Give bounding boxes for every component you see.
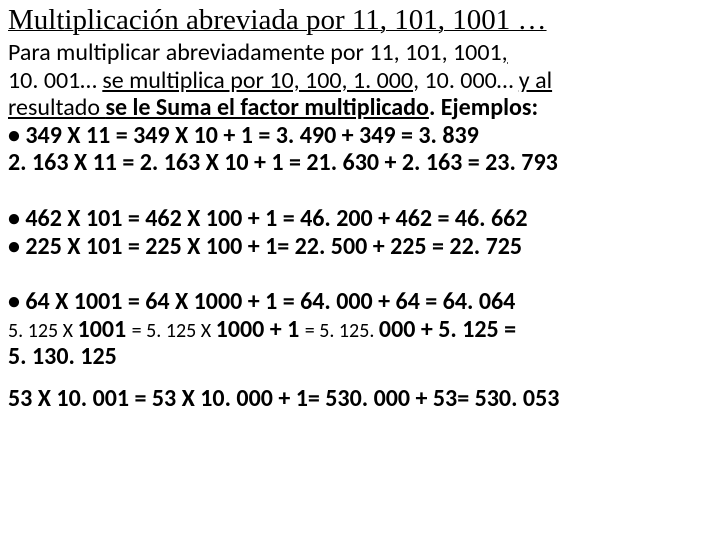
intro-line3c: . Ejemplos: [429,93,538,122]
intro-line2d: y al [519,66,552,95]
intro-line1b: , [502,38,508,67]
example-b: 2. 163 X 11 = 2. 163 X 10 + 1 = 21. 630 … [8,149,712,177]
intro-line3b: se le Suma el factor multiplicado [105,93,429,122]
intro-line2a: 10. 001… [8,66,102,95]
example-g: 53 X 10. 001 = 53 X 10. 000 + 1= 530. 00… [8,385,712,413]
intro-line1a: Para multiplicar abreviadamente por 11, … [8,38,502,67]
example-a: • 349 X 11 = 349 X 10 + 1 = 3. 490 + 349… [8,122,712,150]
intro-line3a: resultado [8,93,105,122]
intro-line2c: , 10. 000… [413,66,519,95]
example-e: • 64 X 1001 = 64 X 1000 + 1 = 64. 000 + … [8,288,712,316]
example-d: • 225 X 101 = 225 X 100 + 1= 22. 500 + 2… [8,233,712,261]
intro-paragraph: Para multiplicar abreviadamente por 11, … [8,39,712,122]
intro-line2b: se multiplica por 10, 100, 1. 000 [102,66,413,95]
example-f: 5. 125 X 1001 = 5. 125 X 1000 + 1 = 5. 1… [8,316,712,371]
example-c: • 462 X 101 = 462 X 100 + 1 = 46. 200 + … [8,205,712,233]
page-title: Multiplicación abreviada por 11, 101, 10… [8,4,712,37]
